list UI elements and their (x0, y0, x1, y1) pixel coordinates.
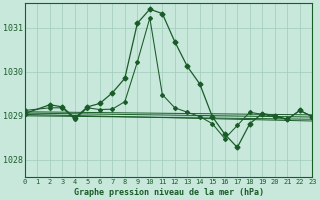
X-axis label: Graphe pression niveau de la mer (hPa): Graphe pression niveau de la mer (hPa) (74, 188, 264, 197)
